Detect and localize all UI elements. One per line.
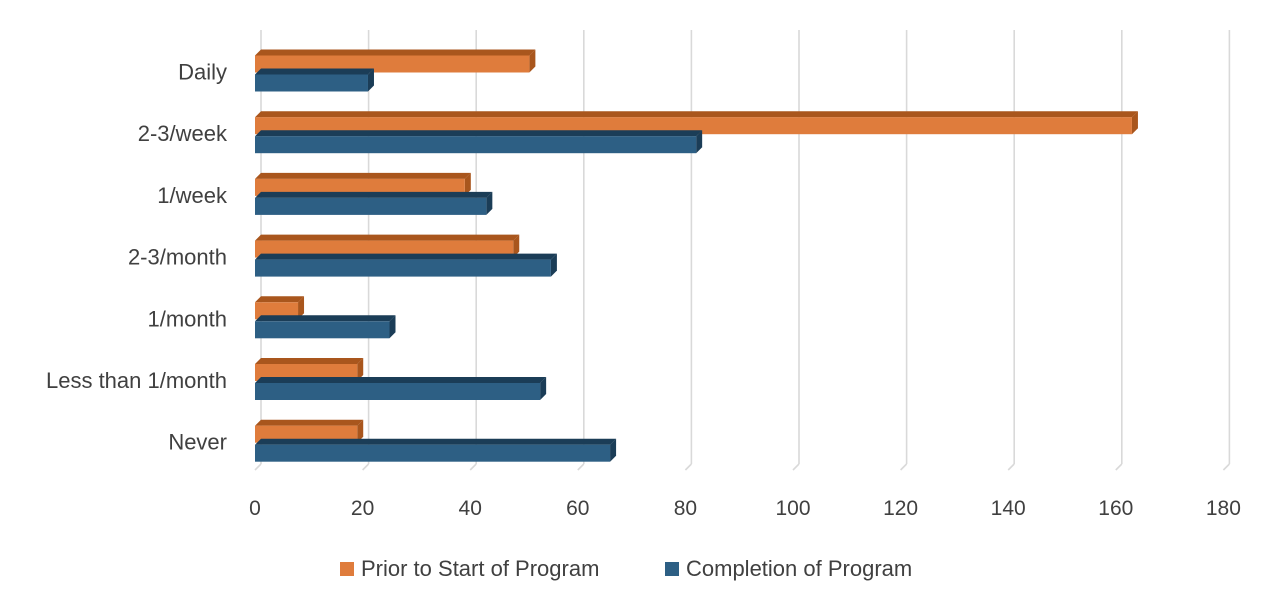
gridline-floor-0: [254, 463, 262, 471]
legend-label-completion: Completion of Program: [686, 556, 912, 581]
bar-top-face: [255, 358, 364, 364]
bar-top-face: [255, 377, 547, 383]
bar-front-face: [255, 383, 541, 400]
bar-prior-to-start-of-program-less-than-1-month: [255, 358, 364, 381]
bar-top-face: [255, 111, 1138, 118]
bar-prior-to-start-of-program-2-3-month: [255, 234, 520, 258]
bar-prior-to-start-of-program-1-week: [255, 172, 471, 196]
bar-top-face: [255, 234, 520, 241]
bar-front-face: [255, 117, 1132, 135]
category-label-less-than-1-month: Less than 1/month: [46, 368, 227, 393]
gridline-floor-140: [1007, 463, 1015, 471]
x-tick-label-80: 80: [674, 497, 697, 520]
category-label-2-3-week: 2-3/week: [138, 121, 228, 146]
gridline-floor-20: [362, 463, 370, 471]
bar-side-face: [389, 315, 396, 339]
gridline-floor-80: [684, 463, 692, 471]
bar-front-face: [255, 425, 358, 443]
bar-side-face: [298, 296, 305, 320]
bar-completion-of-program-1-month: [255, 315, 396, 339]
category-label-1-month: 1/month: [148, 306, 228, 331]
bar-front-face: [255, 74, 368, 92]
x-tick-labels: 0 20 40 60 80 100 120 140 160 180: [249, 497, 1241, 520]
bar-completion-of-program-2-3-month: [255, 253, 557, 277]
bar-front-face: [255, 259, 551, 277]
bar-top-face: [255, 296, 305, 303]
x-tick-label-60: 60: [566, 497, 589, 520]
bar-front-face: [255, 302, 299, 320]
bar-front-face: [255, 444, 611, 462]
bar-completion-of-program-never: [255, 438, 617, 462]
bar-side-face: [367, 68, 374, 92]
bar-side-face: [513, 234, 520, 258]
category-label-never: Never: [168, 430, 227, 455]
bar-front-face: [255, 178, 465, 196]
category-label-daily: Daily: [178, 60, 227, 85]
x-tick-label-20: 20: [351, 497, 374, 520]
bar-side-face: [696, 130, 703, 154]
legend-swatch-prior: [340, 562, 354, 576]
bar-prior-to-start-of-program-1-month: [255, 296, 305, 320]
bar-top-face: [255, 191, 493, 198]
gridline-floor-120: [900, 463, 908, 471]
x-tick-label-0: 0: [249, 497, 261, 520]
bar-front-face: [255, 240, 514, 258]
bar-top-face: [255, 315, 396, 322]
category-labels: Daily 2-3/week 1/week 2-3/month 1/month Less …: [46, 60, 228, 455]
gridline-floor-40: [469, 463, 477, 471]
x-tick-label-100: 100: [775, 497, 810, 520]
bar-prior-to-start-of-program-never: [255, 419, 364, 443]
bar-top-face: [255, 130, 703, 137]
bar-front-face: [255, 55, 530, 73]
gridline-floor-160: [1115, 463, 1123, 471]
bar-side-face: [610, 438, 617, 462]
bar-front-face: [255, 197, 487, 215]
bar-top-face: [255, 253, 557, 260]
bar-top-face: [255, 438, 617, 445]
gridline-floor-180: [1222, 463, 1230, 471]
bar-prior-to-start-of-program-2-3-week: [255, 111, 1138, 135]
bar-top-face: [255, 68, 374, 75]
legend-label-prior: Prior to Start of Program: [361, 556, 599, 581]
bar-completion-of-program-1-week: [255, 191, 493, 215]
bar-side-face: [1131, 111, 1138, 135]
x-tick-label-40: 40: [459, 497, 482, 520]
bar-front-face: [255, 321, 390, 339]
legend: Prior to Start of Program Completion of …: [340, 556, 912, 581]
legend-swatch-completion: [665, 562, 679, 576]
x-tick-label-160: 160: [1098, 497, 1133, 520]
category-label-1-week: 1/week: [157, 183, 228, 208]
bar-side-face: [357, 419, 364, 443]
bar-side-face: [486, 191, 493, 215]
bar-side-face: [464, 172, 471, 196]
bar-completion-of-program-daily: [255, 68, 374, 92]
x-tick-label-180: 180: [1206, 497, 1241, 520]
bar-side-face: [357, 358, 364, 381]
bar-completion-of-program-2-3-week: [255, 130, 703, 154]
x-tick-label-120: 120: [883, 497, 918, 520]
bar-completion-of-program-less-than-1-month: [255, 377, 547, 400]
gridline-floor-60: [577, 463, 585, 471]
gridline-floor-100: [792, 463, 800, 471]
bar-front-face: [255, 136, 697, 154]
bars: [255, 49, 1138, 462]
bar-top-face: [255, 49, 536, 56]
bar-front-face: [255, 364, 358, 381]
bar-top-face: [255, 419, 364, 426]
bar-side-face: [529, 49, 536, 73]
bar-side-face: [550, 253, 557, 277]
bar-prior-to-start-of-program-daily: [255, 49, 536, 73]
x-tick-label-140: 140: [991, 497, 1026, 520]
bar-top-face: [255, 172, 471, 179]
bar-side-face: [540, 377, 547, 400]
category-label-2-3-month: 2-3/month: [128, 245, 227, 270]
